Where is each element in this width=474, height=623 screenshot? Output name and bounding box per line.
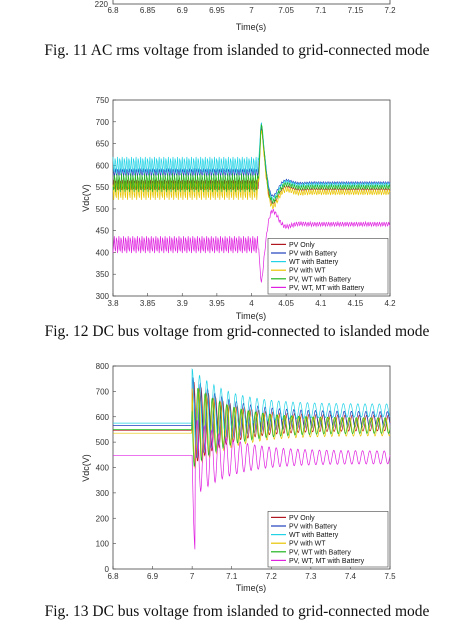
fig12-y-tick: 350	[96, 270, 110, 279]
fig12-series-line	[112, 124, 391, 204]
fig12-legend-label: PV Only	[289, 242, 315, 249]
fig11-partial-chart: 220 6.8 6.85 6.9 6.95 7 7.05 7.1 7.15 7.2 Time(s…	[95, 0, 396, 32]
fig12-legend-label: PV, WT, MT with Battery	[289, 285, 365, 292]
fig12-series-line	[112, 208, 391, 283]
fig11-xlabel: Time(s)	[236, 22, 266, 32]
fig13-xlabel: Time(s)	[236, 583, 266, 593]
fig13-series-line	[113, 387, 391, 467]
fig12-x-tick: 3.85	[140, 299, 156, 308]
fig12-x-tick: 4.05	[278, 299, 294, 308]
fig13-x-tick: 7.3	[305, 572, 317, 581]
fig13-x-tick: 6.8	[107, 572, 119, 581]
fig13-y-tick: 800	[96, 362, 110, 371]
fig12-x-tick: 3.9	[177, 299, 189, 308]
fig11-x-tick: 7.15	[348, 6, 364, 15]
fig13-legend-label: PV, WT with Battery	[289, 549, 351, 556]
fig13-y-tick: 0	[105, 565, 110, 574]
fig12-y-tick: 300	[96, 292, 110, 301]
fig11-plot-area	[112, 0, 391, 5]
fig12-legend-label: WT with Battery	[289, 259, 339, 266]
fig13-y-tick: 700	[96, 387, 110, 396]
fig12-x-tick: 4.1	[315, 299, 327, 308]
fig13-caption: Fig. 13 DC bus voltage from islanded to …	[44, 603, 430, 620]
fig13-y-tick: 200	[96, 514, 110, 523]
fig12-y-tick: 500	[96, 205, 110, 214]
fig13-ylabel: Vdc(V)	[81, 454, 91, 482]
fig13-series-line	[113, 388, 391, 469]
fig11-x-tick: 7.05	[278, 6, 294, 15]
fig13-x-tick: 7	[190, 572, 195, 581]
fig11-x-tick: 6.85	[140, 6, 156, 15]
fig11-x-tick: 6.8	[107, 6, 119, 15]
fig12-y-tick: 400	[96, 248, 110, 257]
fig13-y-tick: 400	[96, 464, 110, 473]
fig11-x-tick: 7	[249, 6, 254, 15]
fig12-x-tick: 3.8	[107, 299, 119, 308]
fig12-y-tick: 450	[96, 227, 110, 236]
fig13-legend-label: PV Only	[289, 515, 315, 522]
fig12-legend-label: PV with WT	[289, 268, 326, 275]
fig13-legend-box	[267, 511, 389, 568]
fig12-series-line	[112, 122, 391, 202]
fig12-chart: 3.8 3.85 3.9 3.95 4 4.05 4.1 4.15 4.2 300 350 400 45…	[81, 96, 396, 321]
fig11-y-tick: 220	[95, 0, 109, 9]
fig12-ylabel: Vdc(V)	[81, 184, 91, 212]
fig12-series-line	[112, 122, 391, 197]
fig12-x-tick: 4.2	[384, 299, 396, 308]
fig13-y-tick: 100	[96, 540, 110, 549]
fig11-x-tick: 7.1	[315, 6, 327, 15]
fig12-y-tick: 700	[96, 118, 110, 127]
fig12-y-tick: 550	[96, 183, 110, 192]
fig12-y-tick: 750	[96, 96, 110, 105]
fig12-caption: Fig. 12 DC bus voltage from grid-connect…	[44, 323, 430, 340]
fig13-legend-label: PV, WT, MT with Battery	[289, 558, 365, 565]
fig12-legend-box	[267, 238, 389, 295]
fig13-x-tick: 6.9	[147, 572, 159, 581]
fig11-x-tick: 7.2	[384, 6, 396, 15]
fig12-legend-label: PV with Battery	[289, 251, 337, 258]
fig13-y-tick: 300	[96, 489, 110, 498]
fig13-y-tick: 600	[96, 413, 110, 422]
fig11-x-tick: 6.95	[209, 6, 225, 15]
fig12-y-tick: 600	[96, 161, 110, 170]
fig13-chart: 6.8 6.9 7 7.1 7.2 7.3 7.4 7.5 0 100 200 300 400 500 60…	[81, 362, 396, 593]
fig12-y-tick: 650	[96, 140, 110, 149]
fig12-legend-label: PV, WT with Battery	[289, 276, 351, 283]
fig12-x-tick: 4	[249, 299, 254, 308]
fig11-caption: Fig. 11 AC rms voltage from islanded to …	[44, 42, 430, 59]
fig13-series-line	[113, 420, 391, 550]
fig12-xlabel: Time(s)	[236, 311, 266, 321]
fig13-legend-label: PV with Battery	[289, 524, 337, 531]
fig13-series-line	[113, 368, 391, 449]
fig13-x-tick: 7.1	[226, 572, 238, 581]
fig13-legend-label: PV with WT	[289, 541, 326, 548]
fig13-x-tick: 7.2	[266, 572, 278, 581]
fig13-x-tick: 7.4	[345, 572, 357, 581]
fig12-x-tick: 3.95	[209, 299, 225, 308]
fig11-x-tick: 6.9	[177, 6, 189, 15]
fig13-y-tick: 500	[96, 438, 110, 447]
fig12-x-tick: 4.15	[348, 299, 364, 308]
fig13-legend-label: WT with Battery	[289, 532, 339, 539]
fig13-x-tick: 7.5	[384, 572, 396, 581]
